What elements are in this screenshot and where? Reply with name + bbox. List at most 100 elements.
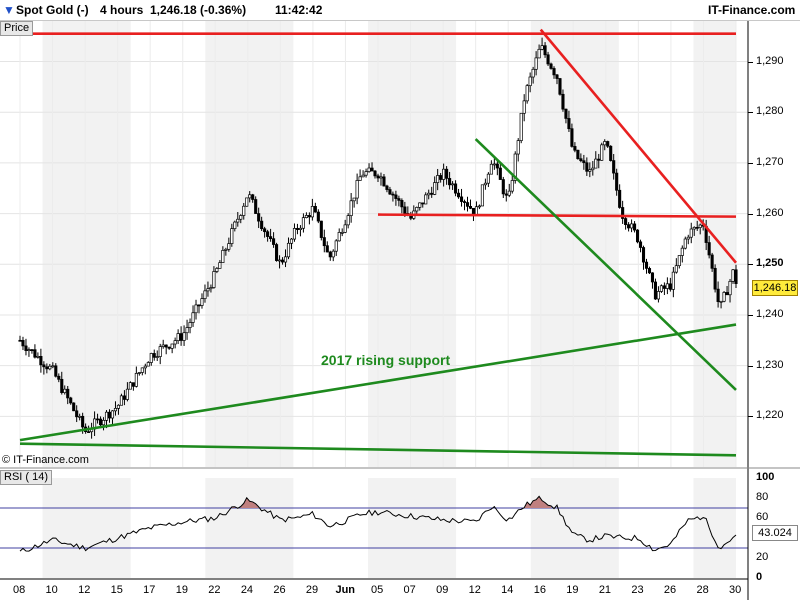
candle-body [537,48,541,59]
candle-body [540,45,544,50]
candle-body [692,226,696,230]
candle-body [209,287,213,290]
candle-body [328,251,332,258]
candle-body [197,304,201,307]
time-tick-label: 12 [78,584,91,596]
candle-body [370,167,374,172]
candle-body [298,227,302,230]
candle-body [185,327,189,334]
candle-body [257,213,261,222]
candle-body [242,205,246,216]
candle-body [662,285,666,289]
rsi-overbought-fill [240,497,259,508]
candle-body [439,175,443,180]
candle-body [221,250,225,263]
candle-body [725,292,729,296]
shade-band [530,21,619,467]
candle-body [24,345,28,351]
candle-body [313,206,317,213]
price-tick-mark [748,61,753,63]
shade-band-rsi [693,478,736,578]
candle-body [677,255,681,267]
time-tick-label: 22 [208,584,221,596]
candle-body [227,243,231,250]
candle-body [96,418,100,421]
candle-body [146,362,150,367]
shade-band [693,21,736,467]
candle-body [451,183,455,186]
candle-body [230,228,234,244]
candle-body [519,112,523,141]
shade-band [205,21,294,467]
candle-body [454,183,458,194]
candle-body [522,100,526,114]
time-tick-label: 12 [468,584,481,596]
rsi-tick-label: 0 [756,571,763,583]
candle-body [638,241,643,248]
candle-body [558,78,562,95]
candle-body [319,220,323,238]
rsi-tick-label: 60 [756,511,769,523]
candle-body [206,288,210,292]
candle-body [283,256,288,263]
candle-body [713,267,717,290]
candle-body [269,236,273,240]
candle-body [689,228,693,238]
candle-body [307,215,311,218]
time-tick-label: 30 [729,584,742,596]
candle-body [18,339,22,342]
candle-body [525,85,529,102]
candle-body [603,141,607,146]
candle-body [45,366,49,370]
candle-body [54,365,58,377]
candle-body [534,57,538,70]
candle-body [179,333,183,341]
candle-body [316,211,320,222]
candle-body [418,202,422,208]
candle-body [671,271,675,290]
candle-body [633,223,637,231]
candle-body [57,375,61,380]
candle-body [483,182,487,186]
candle-body [531,68,535,78]
candle-body [194,304,198,314]
trend-lines [19,28,737,457]
candle-body [486,173,490,184]
candle-body [585,162,589,172]
candle-body [665,283,669,289]
green-trend-line [19,442,737,457]
price-tick-mark [748,365,753,367]
price-tick-label: 1,250 [756,257,784,270]
candle-body [722,292,726,302]
candle-body [173,340,177,345]
candle-body [716,288,720,302]
candle-body [719,300,723,303]
candle-body [612,160,616,174]
candle-body [728,280,732,296]
candle-body [462,201,467,203]
candle-body [448,178,452,186]
candle-body [424,194,428,205]
price-tick-label: 1,280 [756,105,784,118]
instrument-icon[interactable]: ▼ [3,3,15,17]
candle-body [615,172,619,191]
candle-body [465,202,470,207]
candle-body [573,146,577,151]
candle-body [286,242,291,258]
candle-body [442,168,446,180]
rsi-value-tag: 43.024 [752,525,798,541]
candle-body [39,355,43,366]
candle-body [683,238,687,249]
candle-body [182,332,186,341]
candle-body [289,238,294,244]
price-tick-label: 1,220 [756,409,784,422]
candle-body [498,167,502,180]
candle-body [188,322,192,328]
time-tick-label: Jun [335,584,356,596]
candle-body [248,194,252,199]
candle-body [143,365,147,369]
candle-body [161,344,165,347]
candle-body [278,259,282,262]
candle-body [158,346,162,357]
candle-body [236,218,240,223]
